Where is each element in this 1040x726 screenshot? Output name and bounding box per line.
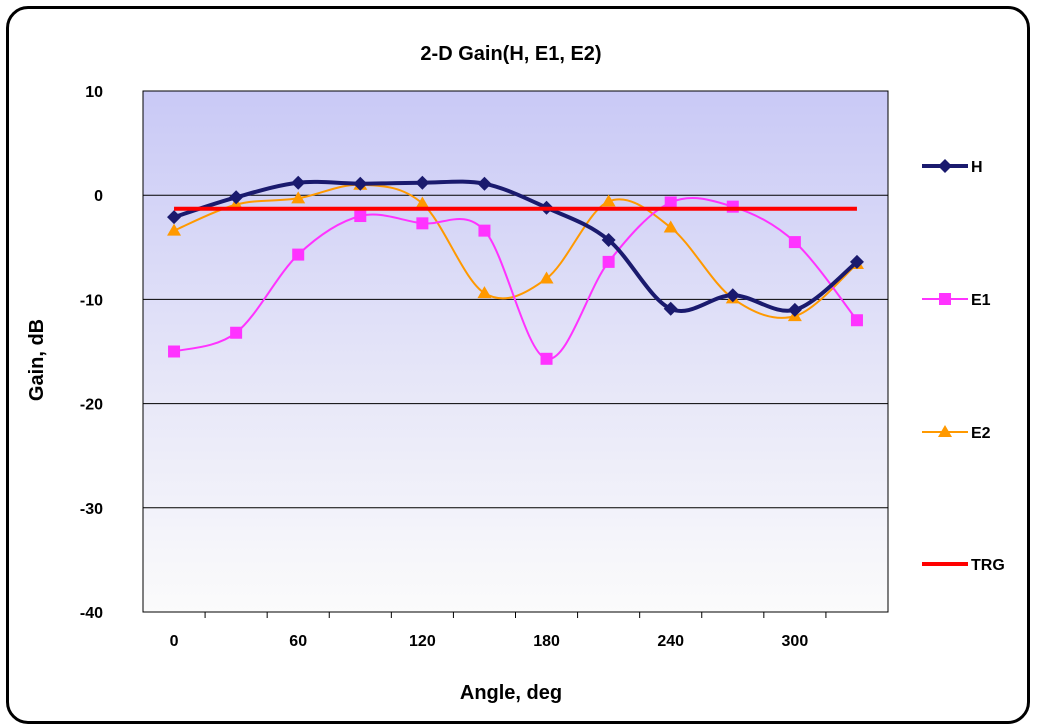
chart-title: 2-D Gain(H, E1, E2)	[420, 43, 601, 65]
legend-label-e2: E2	[971, 425, 991, 442]
data-point-e2	[477, 286, 492, 299]
y-tick-label: -30	[80, 501, 103, 518]
x-tick-label: 180	[533, 633, 560, 650]
data-point-e1	[168, 345, 181, 358]
data-point-e2	[539, 271, 554, 284]
legend-item-trg: TRG	[922, 557, 1005, 574]
data-point-h	[291, 175, 306, 190]
data-point-e1	[478, 224, 491, 237]
x-tick-label: 0	[170, 633, 179, 650]
x-tick-label: 120	[409, 633, 436, 650]
series-h	[167, 175, 864, 317]
data-point-h	[167, 210, 182, 225]
data-point-e1	[416, 217, 429, 230]
data-point-e1	[788, 236, 801, 249]
data-point-e2	[601, 194, 616, 207]
legend-marker-e1	[939, 293, 951, 305]
y-tick-label: -40	[80, 605, 103, 622]
data-point-h	[601, 233, 616, 248]
data-point-e1	[602, 255, 615, 268]
y-tick-label: -20	[80, 397, 103, 414]
data-point-e1	[726, 200, 739, 213]
legend-label-trg: TRG	[971, 557, 1005, 574]
legend-marker-e2	[938, 425, 952, 437]
legend-item-e1: E1	[922, 292, 991, 309]
legend: H E1 E2 TRG	[922, 159, 1005, 574]
series-layer	[167, 175, 864, 365]
legend-label-e1: E1	[971, 292, 991, 309]
data-point-h	[849, 254, 864, 269]
data-point-e1	[230, 326, 243, 339]
plot-area	[143, 91, 888, 612]
data-point-e1	[850, 314, 863, 327]
axes: 10 0 -10 -20 -30 -40 0 60 120 180 240 300	[80, 84, 889, 650]
y-tick-label: 0	[94, 188, 103, 205]
legend-item-h: H	[922, 159, 983, 176]
data-point-h	[353, 176, 368, 191]
data-point-h	[663, 301, 678, 316]
data-point-h	[477, 176, 492, 191]
data-point-h	[725, 288, 740, 303]
data-point-e1	[540, 352, 553, 365]
y-axis-label: Gain, dB	[26, 319, 48, 401]
data-point-h	[415, 175, 430, 190]
y-tick-label: 10	[85, 84, 103, 101]
chart-frame: 2-D Gain(H, E1, E2) 10 0 -10 -20 -30 -40 0 60 12…	[6, 6, 1030, 724]
data-point-e2	[291, 191, 306, 204]
data-point-e2	[167, 223, 182, 236]
data-point-e2	[663, 220, 678, 233]
x-tick-label: 300	[782, 633, 809, 650]
legend-item-e2: E2	[922, 425, 991, 442]
data-point-e1	[292, 248, 305, 261]
x-tick-label: 240	[657, 633, 684, 650]
y-tick-label: -10	[80, 292, 103, 309]
data-point-h	[229, 190, 244, 205]
data-point-e2	[415, 196, 430, 209]
legend-marker-h	[938, 159, 952, 173]
series-line-h	[173, 179, 859, 313]
legend-label-h: H	[971, 159, 983, 176]
data-point-e1	[664, 196, 677, 209]
data-point-e1	[354, 210, 367, 223]
data-point-h	[787, 302, 802, 317]
x-axis-label: Angle, deg	[460, 682, 562, 704]
x-tick-label: 60	[289, 633, 307, 650]
chart: 2-D Gain(H, E1, E2) 10 0 -10 -20 -30 -40 0 60 12…	[26, 43, 1005, 704]
